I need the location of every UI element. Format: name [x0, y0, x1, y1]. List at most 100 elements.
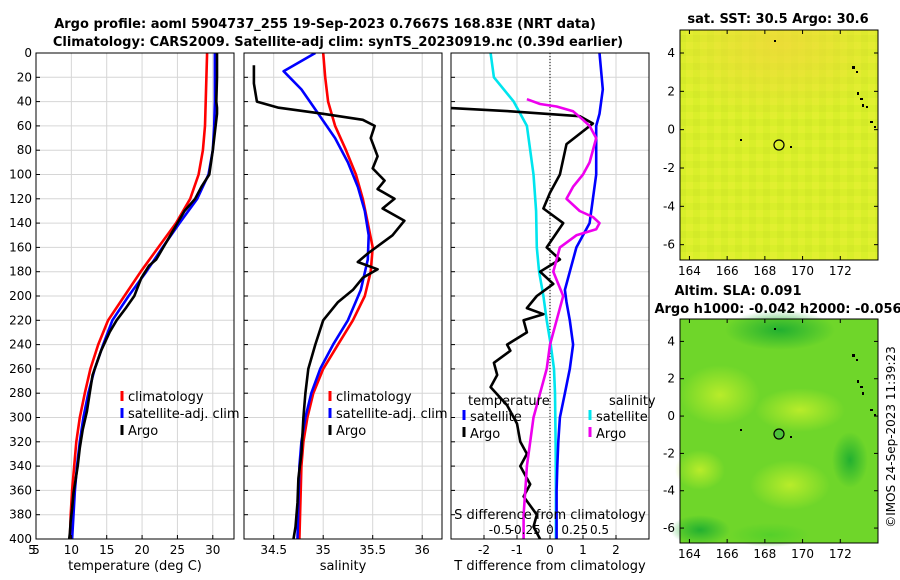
legend-label: satellite — [596, 410, 648, 425]
y-tick-label: 160 — [9, 240, 32, 254]
legend-label: satellite-adj. clim — [128, 407, 240, 422]
x-tick-label: 36 — [415, 543, 430, 557]
x-axis-label: T difference from climatology — [453, 559, 646, 574]
x2-tick-label: 0 — [546, 523, 554, 537]
x-tick-label: 25 — [170, 543, 185, 557]
map-y-tick-label: 4 — [667, 334, 675, 348]
map-x-tick-label: 172 — [829, 547, 852, 561]
figure-title-line1: Argo profile: aoml 5904737_255 19-Sep-20… — [54, 17, 596, 32]
x2-tick-label: -0.5 — [489, 523, 512, 537]
x-tick-label: 5 — [28, 543, 36, 557]
map-x-tick-label: 170 — [791, 264, 814, 278]
map-x-tick-label: 164 — [678, 547, 701, 561]
series-line-climatology — [68, 53, 209, 539]
y-tick-label: 300 — [9, 411, 32, 425]
salinity-profile-panel: 34.5 35 35.5 36 salinity climatology satellite… — [243, 52, 448, 574]
x-tick-label: 1 — [579, 543, 587, 557]
y-tick-label: 260 — [9, 362, 32, 376]
x2-tick-label: 0.25 — [561, 523, 588, 537]
y-tick-label: 360 — [9, 483, 32, 497]
y-tick-label: 20 — [17, 70, 32, 84]
x-tick-label: 15 — [99, 543, 114, 557]
legend-label: satellite-adj. clim — [336, 407, 448, 422]
y-tick-label: 200 — [9, 289, 32, 303]
sla-argo-marker — [773, 428, 785, 440]
map-x-tick-label: 166 — [716, 264, 739, 278]
series-line-argo — [252, 65, 406, 539]
map-y-tick-label: -4 — [663, 484, 675, 498]
y-tick-label: 80 — [17, 143, 32, 157]
x2-tick-label: 0.5 — [590, 523, 609, 537]
map-y-tick-label: 0 — [667, 409, 675, 423]
map-x-tick-label: 170 — [791, 547, 814, 561]
legend-heading-salinity: salinity — [609, 394, 656, 409]
sla-pale-patch-3 — [750, 460, 830, 510]
y-tick-label: 320 — [9, 435, 32, 449]
figure-title-line2: Climatology: CARS2009. Satellite-adj cli… — [53, 35, 623, 50]
sst-frame — [679, 29, 879, 261]
x-tick-label: 5 — [32, 543, 40, 557]
x-tick-label: 10 — [64, 543, 79, 557]
y-tick-label: 400 — [9, 532, 32, 546]
map-y-tick-label: -2 — [663, 161, 675, 175]
sla-title-line2: Argo h1000: -0.042 h2000: -0.056 — [654, 302, 900, 317]
y-tick-label: 380 — [9, 508, 32, 522]
sla-map-panel: 164 166 168 170 172 -6 -4 -2 0 2 4 — [663, 310, 879, 561]
credit-text: ©IMOS 24-Sep-2023 11:39:23 — [884, 346, 898, 528]
sla-title-line1: Altim. SLA: 0.091 — [675, 284, 802, 299]
y-tick-label: 180 — [9, 265, 32, 279]
map-y-tick-label: -4 — [663, 199, 675, 213]
sla-dark-patch-1 — [725, 310, 835, 350]
x-tick-label: 35.5 — [359, 543, 386, 557]
map-y-tick-label: -6 — [663, 521, 675, 535]
y-tick-label: 220 — [9, 313, 32, 327]
sla-dark-patch-3 — [670, 515, 730, 545]
legend-label: Argo — [596, 427, 626, 442]
y-tick-label: 120 — [9, 192, 32, 206]
map-x-tick-label: 166 — [716, 547, 739, 561]
temperature-profile-panel: 0 20 40 60 80 100 120 140 160 180 200 220 240 260 280 3… — [9, 46, 240, 574]
x-tick-label: -2 — [478, 543, 490, 557]
x-tick-label: 30 — [205, 543, 220, 557]
difference-profile-panel: -2 -1 0 1 2 T difference from climatology temp… — [450, 52, 656, 574]
map-x-tick-label: 172 — [829, 264, 852, 278]
sla-frame — [679, 318, 879, 544]
x-tick-label: -1 — [511, 543, 523, 557]
map-y-tick-label: 4 — [667, 46, 675, 60]
x-tick-label: 34.5 — [260, 543, 287, 557]
sst-coastline — [740, 40, 876, 148]
legend-label: Argo — [336, 424, 366, 439]
sla-pale-patch-4 — [675, 450, 725, 490]
sst-warm-patch — [680, 30, 878, 160]
map-y-tick-label: 0 — [667, 123, 675, 137]
y-tick-label: 100 — [9, 168, 32, 182]
legend-label: climatology — [128, 390, 204, 405]
y-tick-label: 340 — [9, 459, 32, 473]
y-tick-label: 40 — [17, 95, 32, 109]
y-tick-label: 140 — [9, 216, 32, 230]
x-tick-label: 35 — [316, 543, 331, 557]
legend-label: Argo — [470, 427, 500, 442]
sst-title: sat. SST: 30.5 Argo: 30.6 — [687, 12, 868, 27]
series-line-s-argo — [522, 97, 601, 539]
x2-axis-label: S difference from climatology — [454, 508, 646, 523]
legend-label: climatology — [336, 390, 412, 405]
sst-map-panel: 164 166 168 170 172 -6 -4 -2 0 2 4 — [663, 29, 879, 278]
x-axis-label: salinity — [320, 559, 367, 574]
map-x-tick-label: 168 — [753, 264, 776, 278]
x-tick-label: 20 — [134, 543, 149, 557]
legend-heading-temperature: temperature — [468, 394, 550, 409]
y-tick-label: 0 — [24, 46, 32, 60]
map-y-tick-label: 2 — [667, 372, 675, 386]
series-line-t-argo — [451, 106, 595, 539]
y-tick-label: 280 — [9, 386, 32, 400]
x-tick-label: 0 — [546, 543, 554, 557]
legend-label: Argo — [128, 424, 158, 439]
y-tick-label: 60 — [17, 119, 32, 133]
x-axis-label: temperature (deg C) — [68, 559, 202, 574]
map-y-tick-label: -6 — [663, 238, 675, 252]
x-tick-label: 2 — [612, 543, 620, 557]
y-tick-label: 240 — [9, 338, 32, 352]
series-line-argo — [67, 53, 219, 539]
